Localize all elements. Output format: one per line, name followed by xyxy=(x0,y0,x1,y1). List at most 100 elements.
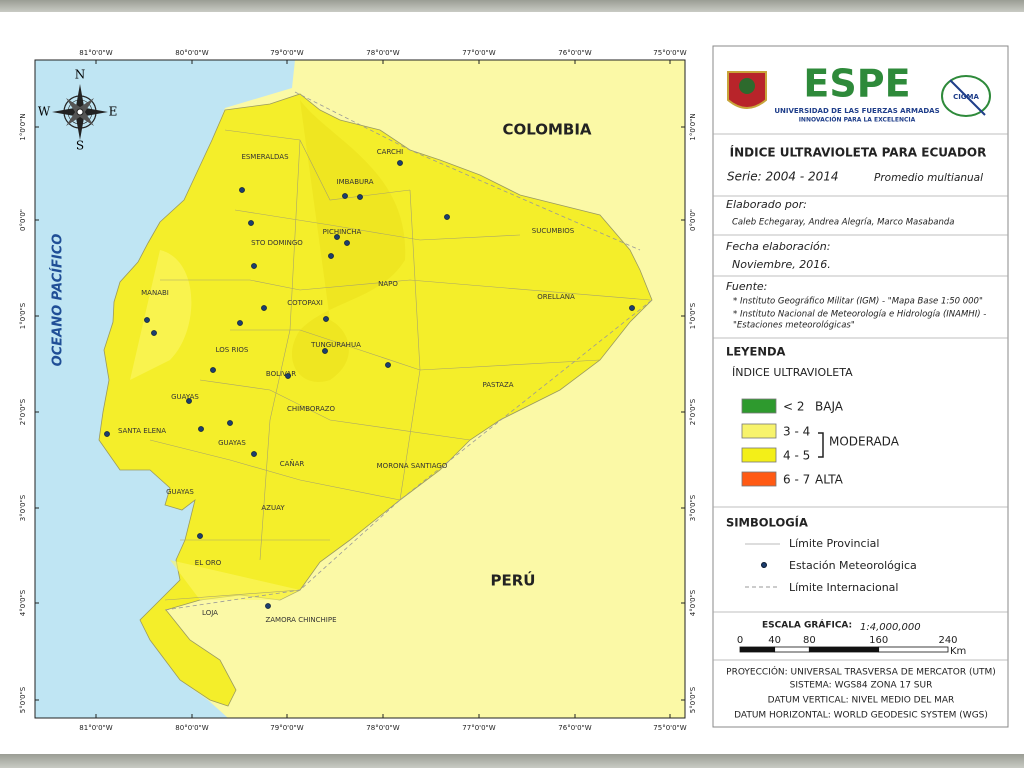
province-label: ESMERALDAS xyxy=(241,153,289,161)
province-label: LOS RIOS xyxy=(216,346,249,354)
lon-label: 80°0'0"W xyxy=(175,49,208,57)
ocean-label: OCEANO PACÍFICO xyxy=(50,234,66,367)
symbol-label: Estación Meteorológica xyxy=(789,559,917,572)
lat-label: 5°0'0"S xyxy=(689,686,697,713)
projection: DATUM VERTICAL: NIVEL MEDIO DEL MAR xyxy=(768,696,955,706)
province-label: PICHINCHA xyxy=(323,228,362,236)
station xyxy=(239,187,245,193)
lat-label: 1°0'0"N xyxy=(689,113,697,140)
station xyxy=(357,194,363,200)
station xyxy=(397,160,403,166)
scale-tick-label: 240 xyxy=(938,635,957,646)
label: Fecha elaboración: xyxy=(726,240,830,253)
station xyxy=(261,305,267,311)
scale-tick-label: 80 xyxy=(803,635,816,646)
compass-east: E xyxy=(109,105,118,119)
lat-label: 5°0'0"S xyxy=(19,686,27,713)
scale-unit: Km xyxy=(950,646,966,657)
compass-north: N xyxy=(75,68,86,82)
province-label: STO DOMINGO xyxy=(251,239,303,247)
station xyxy=(265,603,271,609)
authors: Caleb Echegaray, Andrea Alegría, Marco M… xyxy=(732,218,954,228)
source: * Instituto Nacional de Meteorología e H… xyxy=(733,310,986,320)
label: Elaborado por: xyxy=(726,198,807,211)
station xyxy=(198,426,204,432)
uv-zone xyxy=(130,250,300,600)
subtitle: Promedio multianual xyxy=(874,172,983,184)
lat-label: 0°0'0" xyxy=(689,209,697,231)
lat-label: 4°0'0"S xyxy=(19,589,27,616)
source: * Instituto Geográfico Militar (IGM) - "… xyxy=(733,297,983,307)
lon-label: 77°0'0"W xyxy=(462,49,495,57)
international-limit xyxy=(164,91,653,611)
station xyxy=(334,234,340,240)
map-title: ÍNDICE ULTRAVIOLETA PARA ECUADOR xyxy=(730,145,987,160)
lat-label: 1°0'0"S xyxy=(19,302,27,329)
province-label: AZUAY xyxy=(261,504,285,512)
lon-label: 75°0'0"W xyxy=(653,724,686,732)
lon-label: 80°0'0"W xyxy=(175,724,208,732)
station xyxy=(285,373,291,379)
province-label: MORONA SANTIAGO xyxy=(377,462,448,470)
symbol-label: Límite Provincial xyxy=(789,537,879,550)
station xyxy=(444,214,450,220)
legend-swatch xyxy=(741,471,777,487)
scale-tick-label: 0 xyxy=(737,635,743,646)
lat-label: 0°0'0" xyxy=(19,209,27,231)
scale-title: ESCALA GRÁFICA: xyxy=(762,619,852,631)
province-label: COTOPAXI xyxy=(287,299,323,307)
scale-segment xyxy=(808,646,880,653)
bottom-strip xyxy=(0,754,1024,768)
projection: SISTEMA: WGS84 ZONA 17 SUR xyxy=(790,681,933,691)
province-label: IMBABURA xyxy=(337,178,374,186)
scale-segment xyxy=(878,646,949,653)
partner-name: CIGMA xyxy=(953,93,979,101)
station xyxy=(144,317,150,323)
date: Noviembre, 2016. xyxy=(732,258,831,271)
province-label: PASTAZA xyxy=(482,381,513,389)
lat-label: 2°0'0"S xyxy=(689,398,697,425)
map-frame xyxy=(34,59,686,719)
country-label: PERÚ xyxy=(491,571,536,590)
source: "Estaciones meteorológicas" xyxy=(733,320,855,331)
symbology-title: SIMBOLOGÍA xyxy=(726,515,808,530)
lon-label: 78°0'0"W xyxy=(366,724,399,732)
station xyxy=(151,330,157,336)
province-label: GUAYAS xyxy=(218,439,246,447)
map: N S E W COLOMBIA PERÚ OCEANO PACÍFICO 81… xyxy=(19,49,697,732)
compass-rose xyxy=(52,84,108,140)
legend-label: ALTA xyxy=(815,473,844,487)
station xyxy=(385,362,391,368)
legend-swatch xyxy=(741,447,777,463)
lon-label: 76°0'0"W xyxy=(558,49,591,57)
legend: < 2 BAJA 3 - 4 4 - 5 6 - 7 ALTA xyxy=(741,398,844,487)
lon-label: 77°0'0"W xyxy=(462,724,495,732)
station xyxy=(251,263,257,269)
scale-segment xyxy=(774,646,810,653)
compass-south: S xyxy=(76,139,84,153)
lat-label: 3°0'0"S xyxy=(19,494,27,521)
logo-motto: INNOVACIÓN PARA LA EXCELENCIA xyxy=(799,117,916,124)
label: Fuente: xyxy=(726,280,767,293)
scale-ratio: 1:4,000,000 xyxy=(860,622,921,633)
top-strip xyxy=(0,0,1024,12)
logo-tagline: UNIVERSIDAD DE LAS FUERZAS ARMADAS xyxy=(774,107,939,115)
lat-label: 3°0'0"S xyxy=(689,494,697,521)
projection: DATUM HORIZONTAL: WORLD GEODESIC SYSTEM … xyxy=(734,711,988,721)
lon-label: 81°0'0"W xyxy=(79,49,112,57)
legend-range: 4 - 5 xyxy=(783,449,810,463)
station xyxy=(342,193,348,199)
lat-label: 1°0'0"S xyxy=(689,302,697,329)
compass-west: W xyxy=(38,105,51,119)
info-panel: ESPE UNIVERSIDAD DE LAS FUERZAS ARMADAS … xyxy=(712,45,1009,728)
province-label: MANABI xyxy=(141,289,169,297)
series: Serie: 2004 - 2014 xyxy=(727,170,839,184)
station xyxy=(104,431,110,437)
logo-shield xyxy=(727,71,767,109)
station xyxy=(251,451,257,457)
scale-tick-label: 160 xyxy=(869,635,888,646)
ocean xyxy=(35,60,295,718)
legend-swatch xyxy=(741,398,777,414)
